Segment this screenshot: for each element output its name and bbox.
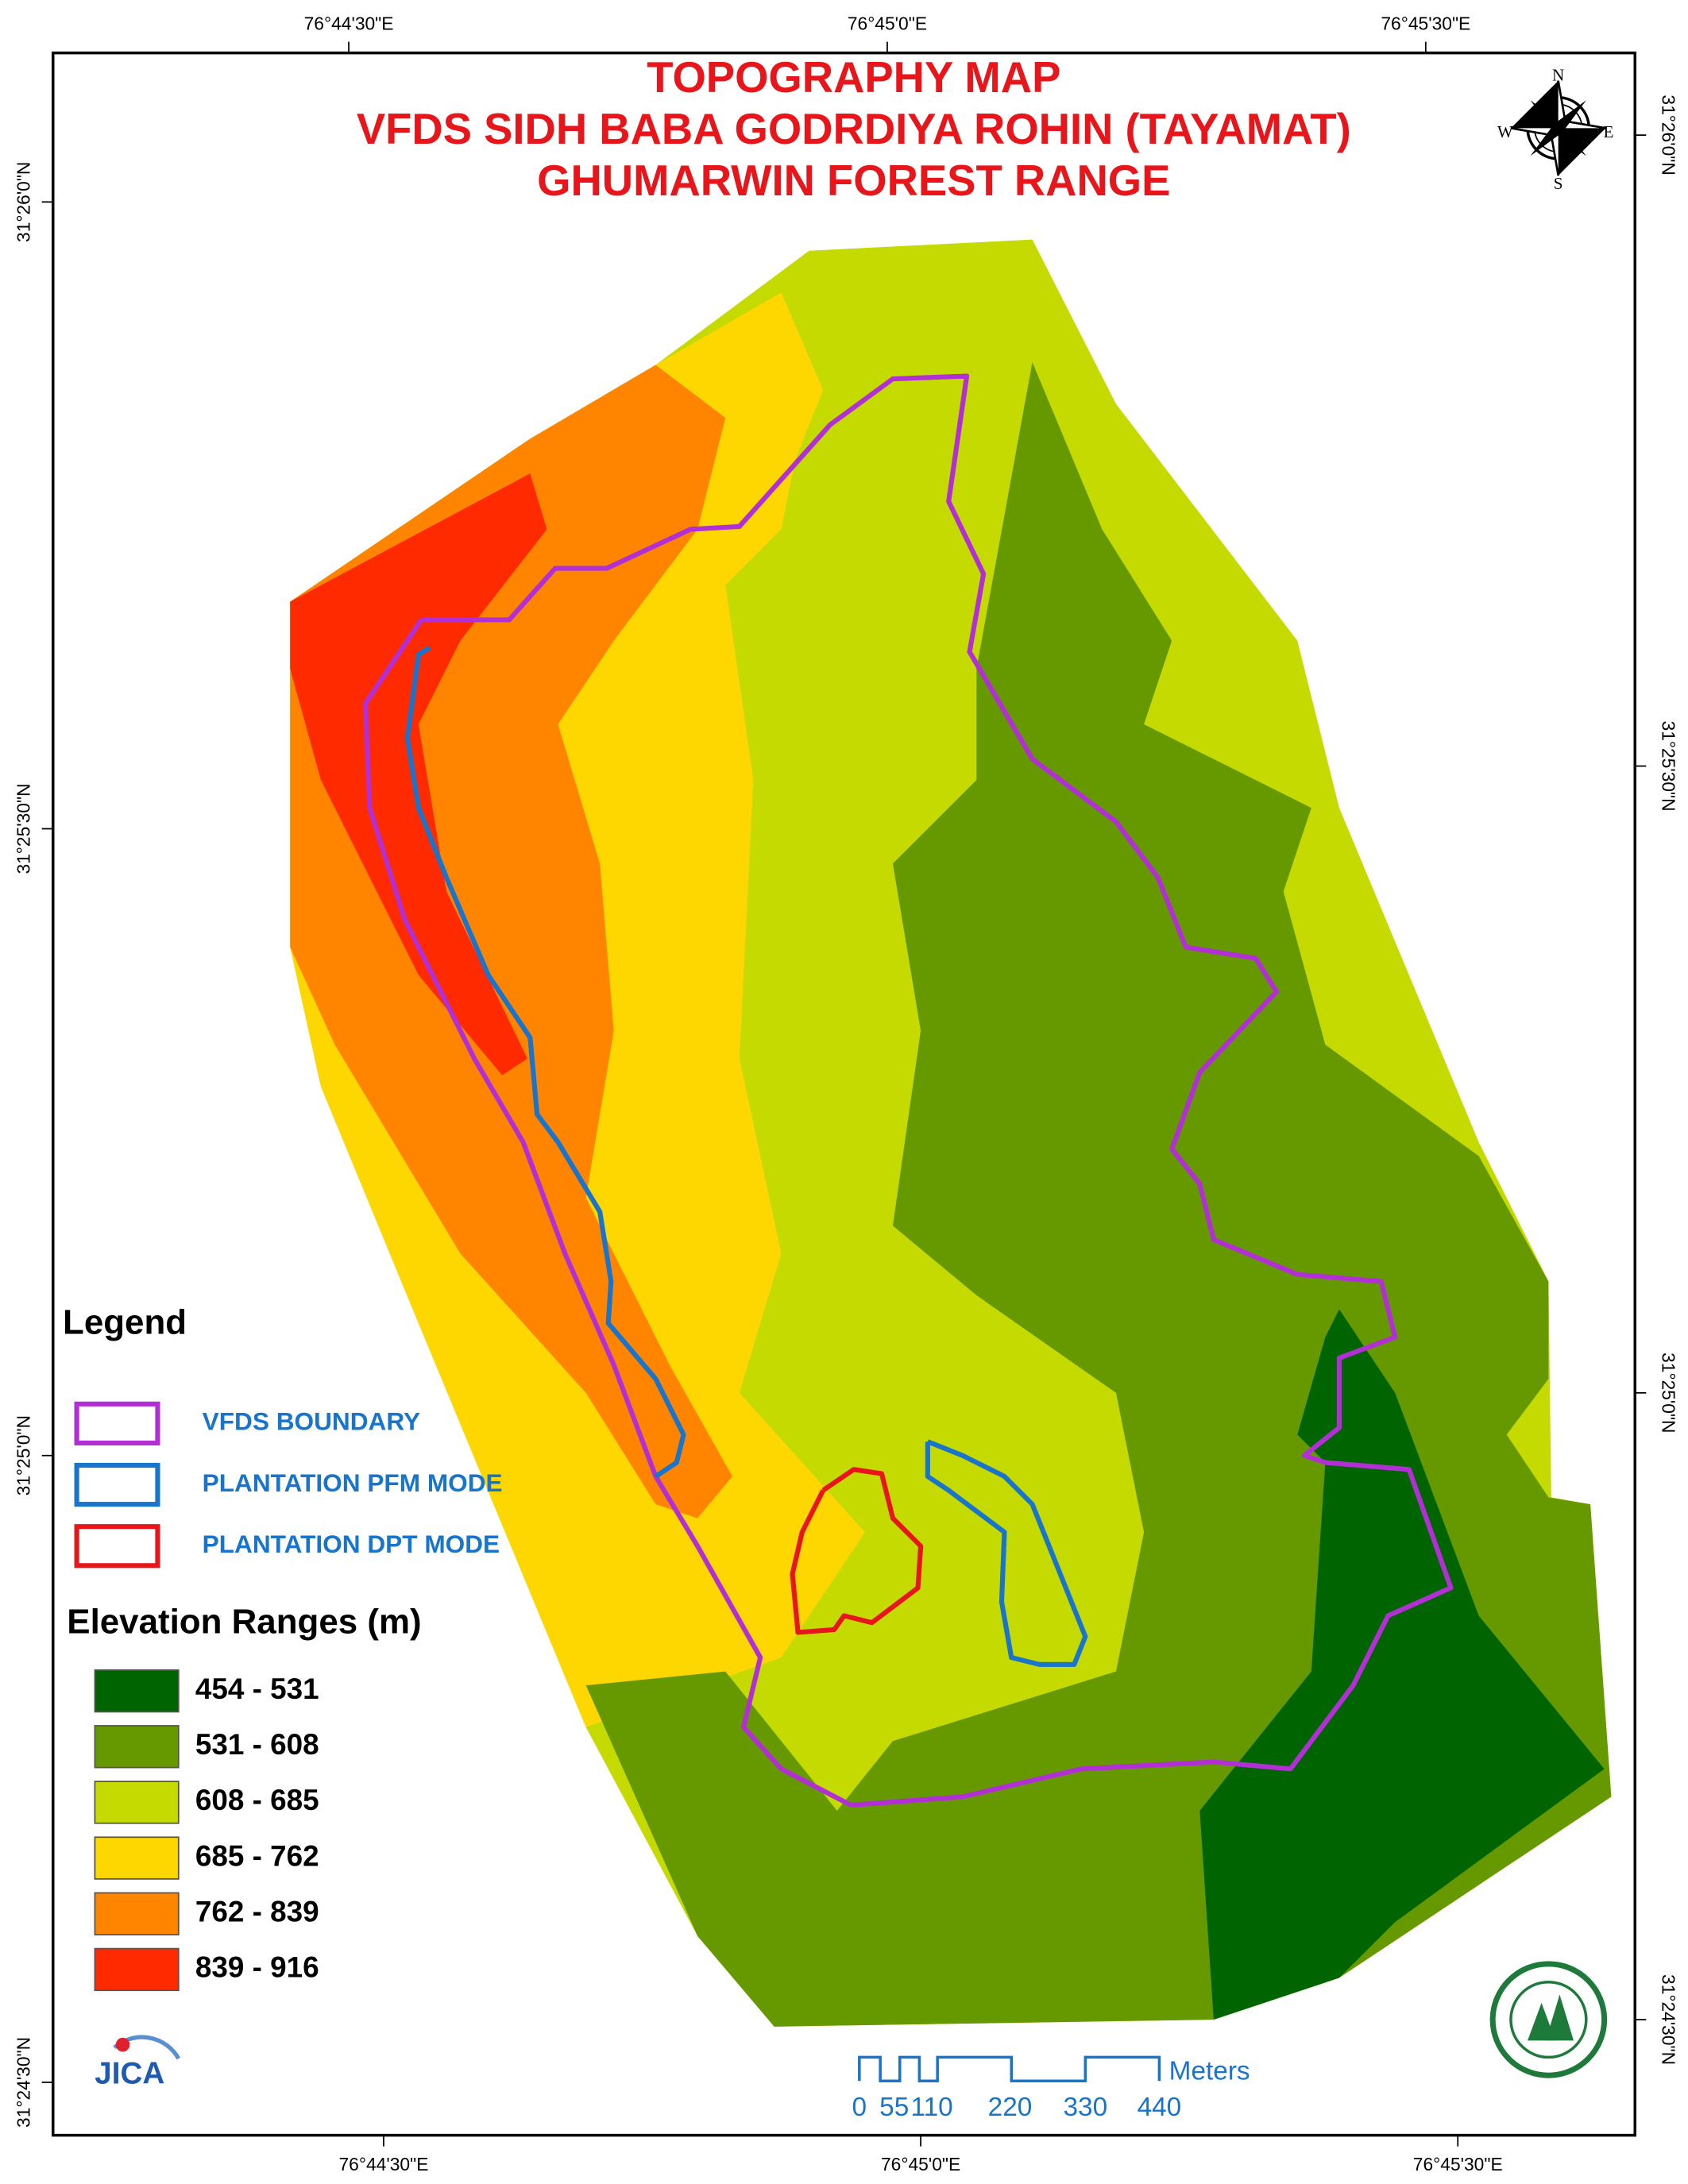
compass-rose <box>1510 80 1606 176</box>
latitude-label: 31°24'30"N <box>1659 1974 1679 2065</box>
elevation-title: Elevation Ranges (m) <box>67 1603 421 1642</box>
longitude-label: 76°45'30"E <box>1381 14 1470 34</box>
scale-label: 220 <box>988 2093 1033 2122</box>
compass-letter: W <box>1497 122 1513 141</box>
scale-label: 110 <box>911 2093 953 2122</box>
latitude-label: 31°25'0"N <box>1659 1352 1679 1433</box>
map-title: VFDS SIDH BABA GODRDIYA ROHIN (TAYAMAT) <box>357 105 1351 153</box>
elevation-label: 762 - 839 <box>195 1896 319 1928</box>
jica-logo <box>113 2035 181 2060</box>
elevation-label: 839 - 916 <box>195 1951 319 1984</box>
legend-swatch <box>74 1401 160 1446</box>
scale-unit: Meters <box>1169 2057 1250 2086</box>
elevation-swatch <box>94 1725 180 1769</box>
scale-label: 440 <box>1138 2093 1182 2122</box>
elevation-swatch <box>94 1781 180 1824</box>
boundary-line <box>790 1467 924 1635</box>
elevation-label: 608 - 685 <box>195 1784 319 1816</box>
legend-label: PLANTATION DPT MODE <box>203 1530 500 1558</box>
map-frame <box>51 51 1637 2137</box>
terrain <box>290 239 1612 2027</box>
compass-letter: E <box>1603 122 1613 141</box>
longitude-label: 76°45'0"E <box>881 2154 960 2174</box>
latitude-label: 31°25'30"N <box>14 784 34 874</box>
scale-label: 55 <box>879 2093 909 2122</box>
elevation-label: 685 - 762 <box>195 1839 319 1872</box>
compass-letter: N <box>1552 65 1564 84</box>
longitude-label: 76°44'30"E <box>338 2154 428 2174</box>
elevation-label: 454 - 531 <box>195 1673 319 1705</box>
scale-label: 0 <box>852 2093 867 2122</box>
legend-swatch <box>74 1462 160 1507</box>
elevation-swatch <box>94 1836 180 1880</box>
map-title: TOPOGRAPHY MAP <box>647 53 1060 102</box>
latitude-label: 31°25'30"N <box>1659 721 1679 812</box>
boundary-line <box>925 1439 1088 1667</box>
elevation-zone <box>1199 1309 1605 2020</box>
scale-label: 330 <box>1063 2093 1107 2122</box>
longitude-label: 76°45'0"E <box>848 14 927 34</box>
elevation-swatch <box>94 1892 180 1935</box>
legend-label: PLANTATION PFM MODE <box>203 1468 503 1497</box>
map-title: GHUMARWIN FOREST RANGE <box>537 156 1170 205</box>
legend-title: Legend <box>63 1303 187 1342</box>
latitude-label: 31°26'0"N <box>1659 95 1679 175</box>
latitude-label: 31°25'0"N <box>14 1415 34 1495</box>
latitude-label: 31°26'0"N <box>14 162 34 242</box>
legend-swatch <box>74 1524 160 1569</box>
elevation-zone <box>290 473 547 1075</box>
elevation-label: 531 - 608 <box>195 1728 319 1761</box>
scale-bar <box>858 2055 1161 2082</box>
longitude-label: 76°45'30"E <box>1413 2154 1503 2174</box>
boundary-line <box>404 645 686 1479</box>
boundary-line <box>363 373 1454 1808</box>
longitude-label: 76°44'30"E <box>304 14 394 34</box>
elevation-swatch <box>94 1947 180 1992</box>
forest-logo <box>1489 1961 1608 2078</box>
logo-text: JICA <box>95 2056 164 2090</box>
compass-letter: S <box>1554 174 1563 193</box>
legend-label: VFDS BOUNDARY <box>203 1407 420 1436</box>
elevation-swatch <box>94 1669 180 1713</box>
latitude-label: 31°24'30"N <box>14 2037 34 2128</box>
